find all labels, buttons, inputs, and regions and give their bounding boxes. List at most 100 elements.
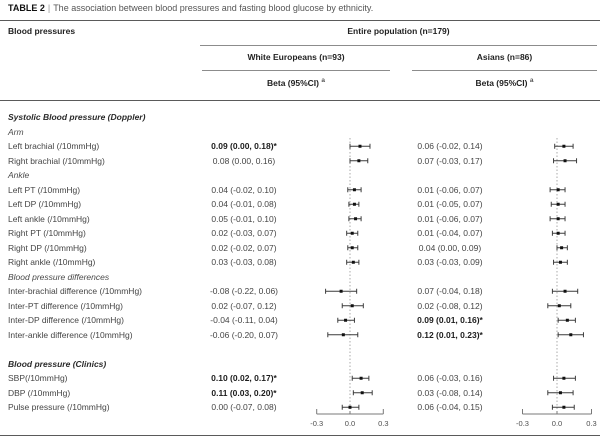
ci-marker <box>347 187 362 193</box>
beta-point <box>563 159 567 163</box>
subsection-row: Ankle <box>0 168 600 183</box>
x-axis-tick-label: 0.0 <box>345 419 355 428</box>
row-label: Right brachial (/10mmHg) <box>8 155 105 166</box>
row-label: Left brachial (/10mmHg) <box>8 141 100 151</box>
beta-point <box>360 391 364 395</box>
beta-value-we: 0.04 (-0.02, 0.10) <box>211 184 277 195</box>
ci-marker <box>553 375 576 381</box>
forest-plot-as: -0.3 0.0 0.3 <box>516 138 597 428</box>
beta-value-as: 0.01 (-0.04, 0.07) <box>417 228 483 238</box>
ci-marker <box>553 259 568 265</box>
beta-value-we: 0.02 (-0.07, 0.12) <box>211 300 277 311</box>
row-label: Inter-brachial difference (/10mmHg) <box>8 286 143 296</box>
ci-marker <box>557 317 576 323</box>
col-header-blood-pressures: Blood pressures <box>8 26 76 36</box>
ci-marker <box>549 187 566 193</box>
beta-value-we: 0.04 (-0.01, 0.08) <box>211 199 277 209</box>
row-label: Left PT (/10mmHg) <box>8 184 81 195</box>
beta-point <box>569 333 573 337</box>
beta-value-we: -0.04 (-0.11, 0.04) <box>210 315 278 325</box>
beta-value-we: 0.10 (0.02, 0.17)* <box>211 373 277 383</box>
beta-value-as: 0.07 (-0.04, 0.18) <box>417 286 483 296</box>
row-label: DBP (/10mmHg) <box>8 387 71 398</box>
data-row: Pulse pressure (/10mmHg) 0.00 (-0.07, 0.0… <box>0 400 600 415</box>
data-row: Right brachial (/10mmHg) 0.08 (0.00, 0.16… <box>0 154 600 169</box>
x-axis-tick-label: -0.3 <box>310 419 323 428</box>
row-label: Blood pressure (Clinics) <box>8 358 107 369</box>
beta-value-as: 0.06 (-0.04, 0.15) <box>417 402 483 412</box>
ci-marker <box>349 158 369 164</box>
data-row: Right PT (/10mmHg) 0.02 (-0.03, 0.07) 0.01… <box>0 226 600 241</box>
row-label: Left ankle (/10mmHg) <box>8 213 90 224</box>
beta-point <box>562 405 566 409</box>
beta-point <box>352 188 356 192</box>
subsection-row: Blood pressure differences <box>0 270 600 285</box>
data-row: Inter-PT difference (/10mmHg) 0.02 (-0.07… <box>0 299 600 314</box>
ci-marker <box>553 158 578 164</box>
beta-value-we: 0.09 (0.00, 0.18)* <box>211 141 277 151</box>
ci-marker <box>550 201 566 207</box>
table-title: TABLE 2 | The association between blood pr… <box>8 3 594 13</box>
data-row: Left PT (/10mmHg) 0.04 (-0.02, 0.10) 0.01 … <box>0 183 600 198</box>
beta-value-as: 0.07 (-0.03, 0.17) <box>417 155 483 166</box>
row-label: Systolic Blood pressure (Doppler) <box>8 112 146 122</box>
beta-point <box>556 202 560 206</box>
ci-marker <box>556 245 568 251</box>
data-row: Left DP (/10mmHg) 0.04 (-0.01, 0.08) 0.01 … <box>0 197 600 212</box>
rule-bottom <box>0 435 600 437</box>
row-label: Right DP (/10mmHg) <box>8 242 87 253</box>
rule-under-we-header <box>202 70 390 71</box>
beta-value-as: 0.06 (-0.03, 0.16) <box>417 373 483 383</box>
beta-point <box>348 405 352 409</box>
rule-top <box>0 20 600 22</box>
row-label: Ankle <box>8 170 30 180</box>
ci-marker <box>341 404 360 410</box>
beta-value-as: 0.03 (-0.08, 0.14) <box>417 387 483 398</box>
ci-marker <box>352 390 373 396</box>
table-caption: The association between blood pressures … <box>53 3 374 13</box>
beta-point <box>357 159 361 163</box>
section-row: Blood pressure (Clinics) <box>0 357 600 372</box>
ci-marker <box>557 332 584 338</box>
rule-under-as-header <box>412 70 597 71</box>
beta-point <box>556 217 560 221</box>
data-row: Right DP (/10mmHg) 0.02 (-0.02, 0.07) 0.04… <box>0 241 600 256</box>
beta-value-we: 0.02 (-0.02, 0.07) <box>211 242 277 253</box>
beta-point <box>563 289 567 293</box>
ci-marker <box>547 303 572 309</box>
beta-point <box>350 304 354 308</box>
data-row: Inter-DP difference (/10mmHg) -0.04 (-0.1… <box>0 313 600 328</box>
beta-point <box>562 376 566 380</box>
ci-marker <box>347 245 359 251</box>
data-row: SBP(/10mmHg) 0.10 (0.02, 0.17)* 0.06 (-0.0… <box>0 371 600 386</box>
beta-value-we: -0.06 (-0.20, 0.07) <box>209 329 279 340</box>
beta-point <box>556 231 560 235</box>
beta-value-as: 0.03 (-0.03, 0.09) <box>417 257 483 267</box>
ci-marker <box>327 332 359 338</box>
x-axis-tick-label: -0.3 <box>516 419 529 428</box>
beta-label: Beta (95%CI) <box>267 77 319 88</box>
x-axis-tick-label: 0.3 <box>378 419 388 428</box>
ci-marker <box>348 216 362 222</box>
data-row: Inter-ankle difference (/10mmHg) -0.06 (-… <box>0 328 600 343</box>
row-label: Inter-PT difference (/10mmHg) <box>8 300 123 311</box>
beta-point <box>565 318 569 322</box>
x-axis-tick-label: 0.0 <box>552 419 562 428</box>
ci-marker <box>551 230 566 236</box>
data-row: Inter-brachial difference (/10mmHg) -0.08… <box>0 284 600 299</box>
x-axis-tick-label: 0.3 <box>586 419 596 428</box>
forest-plot-we: -0.3 0.0 0.3 <box>310 138 389 428</box>
beta-value-we: -0.08 (-0.22, 0.06) <box>209 286 279 296</box>
beta-value-as: 0.01 (-0.06, 0.07) <box>417 213 483 224</box>
row-label: Right ankle (/10mmHg) <box>8 257 96 267</box>
ci-marker <box>348 201 360 207</box>
beta-point <box>341 333 345 337</box>
beta-point <box>359 376 363 380</box>
beta-point <box>558 260 562 264</box>
col-header-asians: Asians (n=86) <box>476 52 533 62</box>
beta-point <box>354 217 358 221</box>
beta-value-as: 0.04 (0.00, 0.09) <box>418 242 482 253</box>
beta-point <box>352 202 356 206</box>
beta-value-as: 0.01 (-0.05, 0.07) <box>417 199 483 209</box>
